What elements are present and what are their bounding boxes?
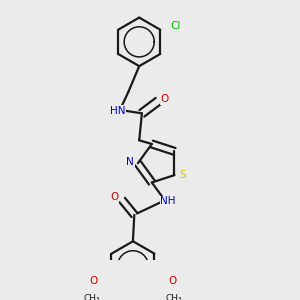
Text: O: O — [89, 276, 98, 286]
Text: CH₃: CH₃ — [83, 294, 100, 300]
Text: Cl: Cl — [170, 22, 180, 32]
Text: O: O — [168, 276, 177, 286]
Text: N: N — [126, 157, 134, 167]
Text: O: O — [161, 94, 169, 104]
Text: NH: NH — [160, 196, 176, 206]
Text: S: S — [179, 170, 186, 180]
Text: O: O — [110, 192, 119, 202]
Text: HN: HN — [110, 106, 125, 116]
Text: CH₃: CH₃ — [166, 294, 182, 300]
